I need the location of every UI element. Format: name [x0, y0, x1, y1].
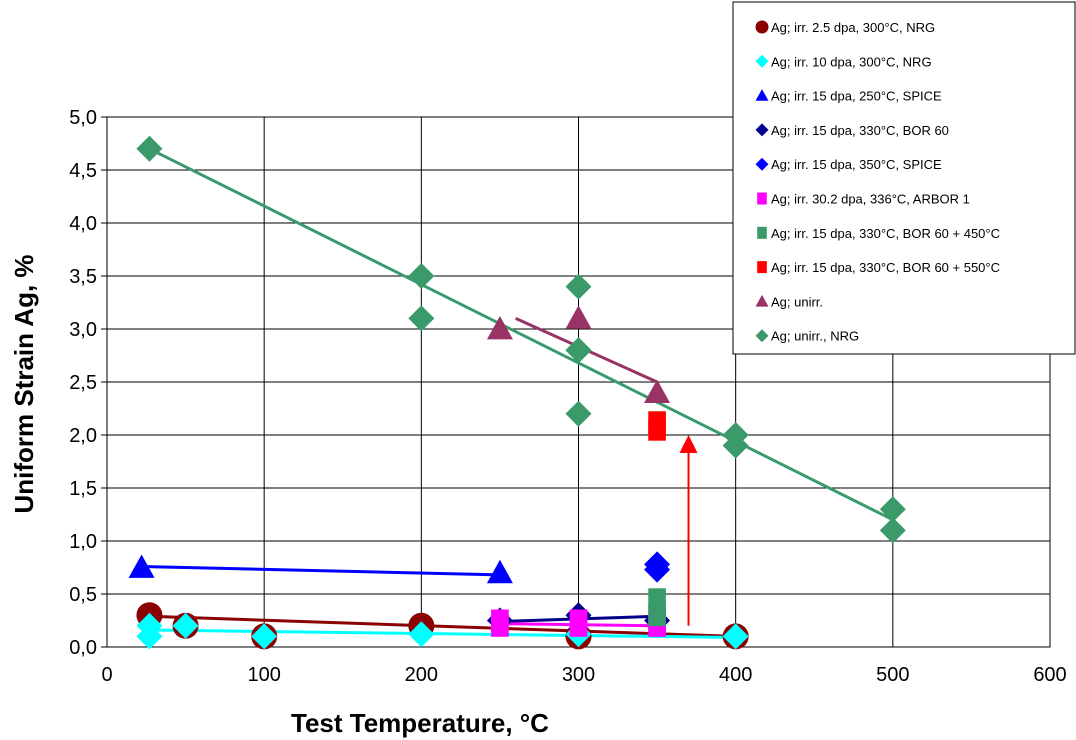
data-point	[486, 316, 513, 340]
data-point	[879, 496, 906, 523]
data-point	[648, 418, 666, 441]
legend-marker	[757, 261, 767, 274]
data-point	[136, 623, 163, 650]
series	[648, 411, 666, 441]
y-tick-label: 2,0	[69, 425, 97, 447]
legend-label: Ag; irr. 15 dpa, 330°C, BOR 60 + 450°C	[771, 226, 1000, 241]
legend-label: Ag; irr. 15 dpa, 330°C, BOR 60	[771, 123, 949, 138]
x-tick-label: 0	[101, 664, 112, 686]
legend-marker	[755, 329, 769, 343]
axes: 0 100 200 300 400 500 600 0,0 0,5 1,0 1,5 2,0 2,5 3,0…	[69, 107, 1067, 686]
data-point	[879, 517, 906, 544]
y-tick-label: 3,5	[69, 266, 97, 288]
x-tick-label: 300	[562, 664, 595, 686]
legend-label: Ag; irr. 2.5 dpa, 300°C, NRG	[771, 20, 935, 35]
data-point	[648, 604, 666, 627]
data-point	[722, 623, 749, 650]
data-point	[565, 273, 592, 300]
y-tick-label: 1,5	[69, 478, 97, 500]
trendline	[141, 564, 500, 577]
x-tick-label: 200	[405, 664, 438, 686]
data-point	[569, 614, 588, 637]
x-tick-label: 100	[247, 664, 280, 686]
legend-label: Ag; irr. 15 dpa, 250°C, SPICE	[771, 89, 942, 104]
series	[136, 612, 749, 650]
y-axis-title: Uniform Strain Ag, %	[9, 254, 39, 513]
data-point	[136, 135, 163, 162]
y-tick-label: 5,0	[69, 107, 97, 129]
annotations	[679, 435, 698, 626]
x-axis-title: Test Temperature, °C	[291, 708, 549, 738]
legend-label: Ag; irr. 30.2 dpa, 336°C, ARBOR 1	[771, 192, 970, 207]
legend-box	[732, 1, 1076, 355]
legend-marker	[755, 20, 769, 34]
legend-marker	[755, 294, 769, 307]
legend-marker	[755, 157, 769, 171]
data-point	[491, 614, 509, 637]
legend: Ag; irr. 2.5 dpa, 300°C, NRG Ag; irr. 10 …	[732, 1, 1076, 355]
trendlines	[141, 147, 894, 639]
series	[648, 588, 666, 627]
y-tick-label: 4,0	[69, 213, 97, 235]
x-tick-label: 400	[719, 664, 752, 686]
data-point	[565, 337, 592, 364]
legend-marker	[755, 89, 769, 101]
legend-marker	[757, 192, 767, 205]
y-tick-label: 3,0	[69, 319, 97, 341]
legend-marker	[755, 54, 769, 68]
data-point	[644, 556, 671, 583]
y-tick-label: 2,5	[69, 372, 97, 394]
series	[486, 305, 671, 403]
x-tick-label: 500	[876, 664, 909, 686]
legend-label: Ag; unirr.	[771, 294, 823, 309]
legend-label: Ag; unirr., NRG	[771, 329, 859, 344]
y-tick-label: 1,0	[69, 531, 97, 553]
data-point	[486, 559, 513, 584]
legend-label: Ag; irr. 15 dpa, 330°C, BOR 60 + 550°C	[771, 260, 1000, 275]
y-tick-label: 0,0	[69, 637, 97, 659]
trendline	[149, 628, 736, 639]
data-point	[565, 305, 592, 329]
arrow-head	[679, 435, 698, 453]
data-point	[722, 432, 749, 459]
data-point	[172, 612, 199, 639]
trendline	[149, 614, 736, 638]
data-point	[565, 400, 592, 427]
data-point	[251, 623, 278, 650]
data-points	[128, 135, 906, 650]
legend-marker	[755, 123, 769, 137]
x-tick-label: 600	[1033, 664, 1066, 686]
trendline	[148, 147, 894, 522]
y-tick-label: 0,5	[69, 584, 97, 606]
data-point	[408, 621, 435, 648]
data-point	[644, 379, 671, 403]
legend-label: Ag; irr. 10 dpa, 300°C, NRG	[771, 54, 932, 69]
data-point	[408, 305, 435, 332]
legend-label: Ag; irr. 15 dpa, 350°C, SPICE	[771, 157, 942, 172]
series	[644, 551, 671, 583]
series	[128, 554, 513, 584]
series	[136, 135, 906, 544]
data-point	[408, 263, 435, 289]
data-point	[128, 554, 155, 578]
y-tick-label: 4,5	[69, 160, 97, 182]
legend-marker	[757, 226, 767, 239]
